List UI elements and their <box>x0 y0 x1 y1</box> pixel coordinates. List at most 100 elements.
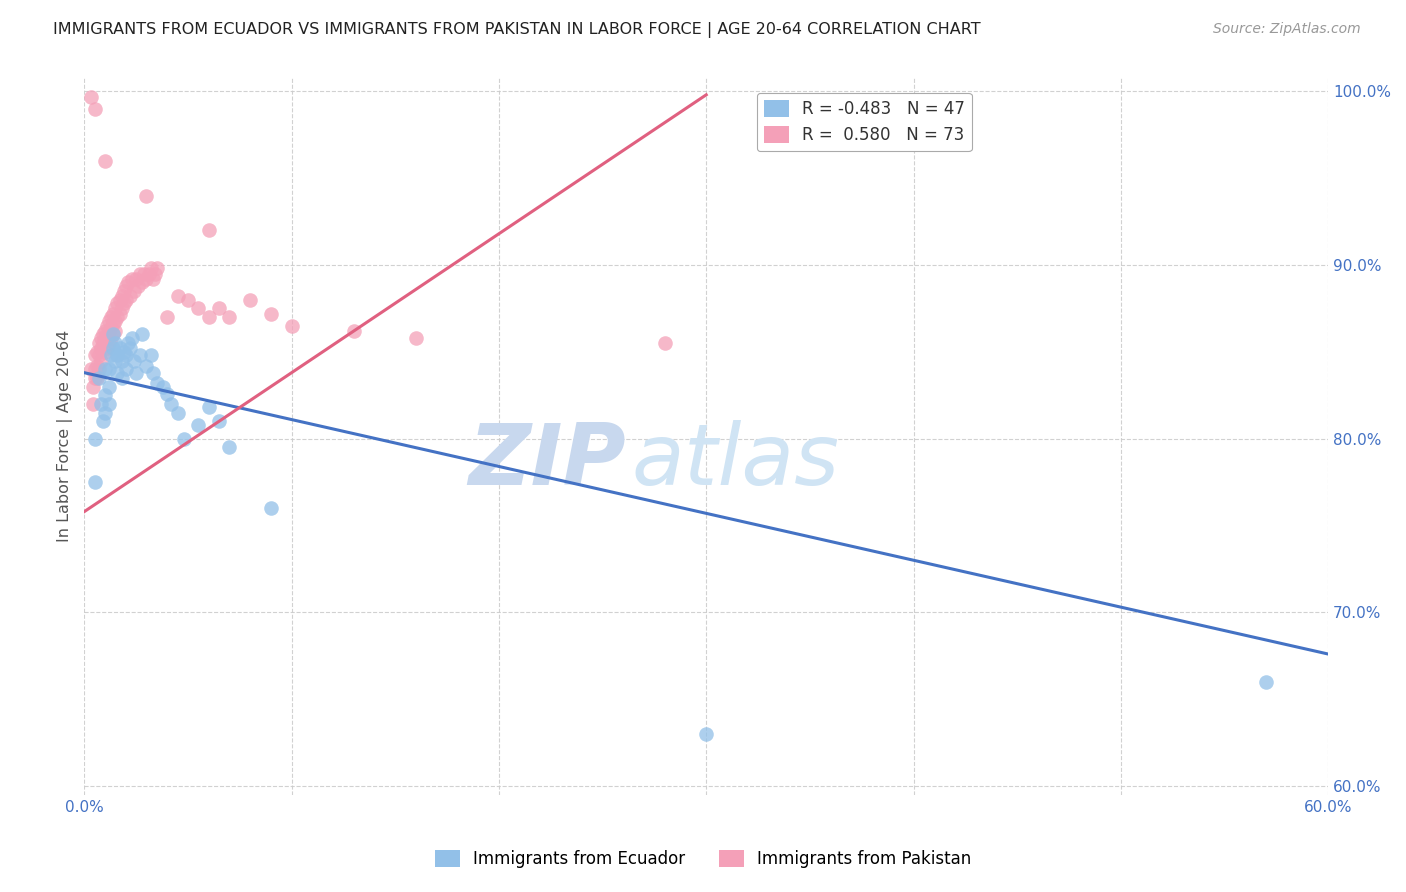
Point <box>208 414 231 428</box>
Point <box>139 348 162 362</box>
Point <box>86 371 108 385</box>
Point <box>91 414 114 428</box>
Point <box>218 441 240 455</box>
Point <box>156 310 179 324</box>
Point <box>118 342 141 356</box>
Point <box>146 376 169 390</box>
Point <box>654 336 676 351</box>
Point <box>260 501 283 516</box>
Point <box>90 353 112 368</box>
Point <box>110 371 132 385</box>
Point <box>86 344 108 359</box>
Point <box>142 366 165 380</box>
Point <box>83 348 105 362</box>
Point <box>208 301 231 316</box>
Point <box>197 310 219 324</box>
Point <box>94 344 117 359</box>
Point <box>91 327 114 342</box>
Point <box>695 727 717 741</box>
Point <box>125 366 148 380</box>
Point <box>103 327 125 342</box>
Point <box>90 342 112 356</box>
Text: ZIP: ZIP <box>468 419 626 503</box>
Point <box>146 261 169 276</box>
Point <box>114 348 136 362</box>
Point <box>107 366 129 380</box>
Point <box>104 301 127 316</box>
Point <box>94 362 117 376</box>
Point <box>87 336 110 351</box>
Point <box>103 342 125 356</box>
Point <box>83 432 105 446</box>
Point <box>100 348 122 362</box>
Point <box>107 348 129 362</box>
Point <box>98 336 121 351</box>
Point <box>90 397 112 411</box>
Point <box>134 267 156 281</box>
Point <box>83 362 105 376</box>
Point <box>83 371 105 385</box>
Point <box>135 272 157 286</box>
Point <box>103 307 125 321</box>
Point <box>173 432 195 446</box>
Point <box>107 310 129 324</box>
Point <box>104 336 127 351</box>
Point <box>108 307 131 321</box>
Point <box>197 401 219 415</box>
Point <box>118 289 141 303</box>
Point <box>127 278 149 293</box>
Point <box>104 353 127 368</box>
Point <box>405 331 427 345</box>
Point <box>112 344 135 359</box>
Point <box>110 301 132 316</box>
Point <box>114 362 136 376</box>
Point <box>129 348 152 362</box>
Point <box>110 289 132 303</box>
Point <box>156 386 179 401</box>
Point <box>98 397 121 411</box>
Point <box>160 397 183 411</box>
Point <box>108 293 131 307</box>
Point <box>98 313 121 327</box>
Point <box>90 331 112 345</box>
Point <box>86 359 108 373</box>
Point <box>87 348 110 362</box>
Point <box>79 89 101 103</box>
Point <box>187 301 209 316</box>
Text: Source: ZipAtlas.com: Source: ZipAtlas.com <box>1213 22 1361 37</box>
Point <box>280 318 302 333</box>
Point <box>83 475 105 489</box>
Point <box>117 336 139 351</box>
Point <box>152 379 174 393</box>
Point <box>94 331 117 345</box>
Point <box>87 371 110 385</box>
Point <box>122 284 145 298</box>
Point <box>138 267 160 281</box>
Point <box>82 379 104 393</box>
Point <box>143 267 166 281</box>
Text: atlas: atlas <box>631 419 839 503</box>
Point <box>131 276 153 290</box>
Point <box>82 397 104 411</box>
Point <box>104 324 127 338</box>
Point <box>98 362 121 376</box>
Point <box>112 296 135 310</box>
Point <box>98 379 121 393</box>
Point <box>96 342 118 356</box>
Point <box>83 102 105 116</box>
Point <box>135 188 157 202</box>
Y-axis label: In Labor Force | Age 20-64: In Labor Force | Age 20-64 <box>58 330 73 542</box>
Point <box>343 324 366 338</box>
Point <box>94 153 117 168</box>
Point <box>1254 674 1277 689</box>
Legend: R = -0.483   N = 47, R =  0.580   N = 73: R = -0.483 N = 47, R = 0.580 N = 73 <box>756 93 972 151</box>
Point <box>100 331 122 345</box>
Point <box>121 331 143 345</box>
Point <box>87 362 110 376</box>
Point <box>166 289 188 303</box>
Legend: Immigrants from Ecuador, Immigrants from Pakistan: Immigrants from Ecuador, Immigrants from… <box>429 843 977 875</box>
Point <box>112 284 135 298</box>
Point <box>96 331 118 345</box>
Point <box>98 324 121 338</box>
Point <box>131 327 153 342</box>
